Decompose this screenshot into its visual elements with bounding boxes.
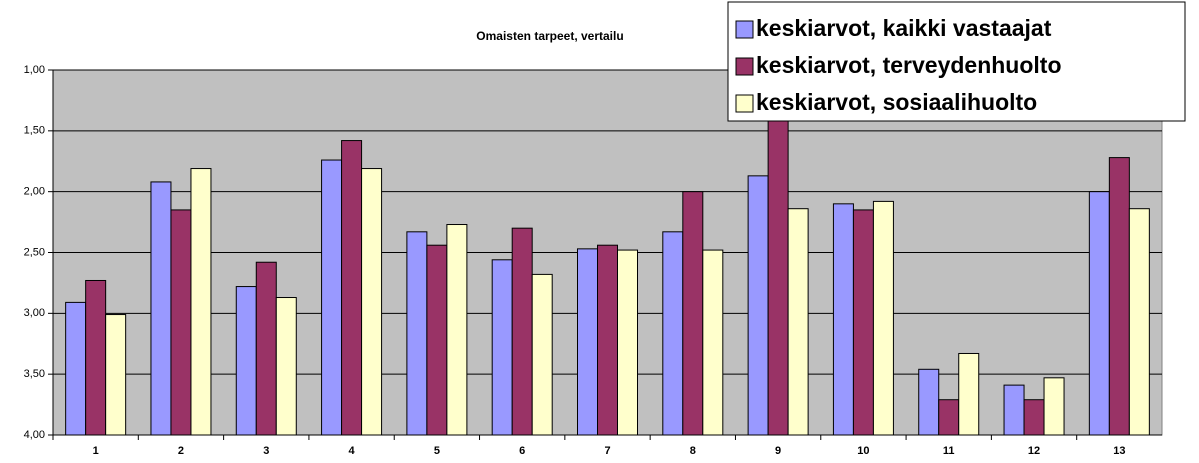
x-tick-label: 10	[857, 445, 869, 457]
bar	[682, 191, 704, 436]
x-tick-label: 11	[943, 445, 955, 457]
bar	[702, 249, 724, 436]
bar	[511, 227, 533, 436]
legend-swatch	[735, 94, 754, 113]
bar	[1108, 157, 1130, 436]
x-tick-label: 9	[775, 445, 781, 457]
legend-label: keskiarvot, terveydenhuolto	[756, 52, 1062, 78]
bar	[255, 261, 277, 436]
bar	[190, 168, 212, 436]
y-tick-label: 1,50	[24, 125, 45, 137]
bar	[747, 175, 769, 436]
x-tick-label: 8	[690, 445, 696, 457]
bar	[958, 352, 980, 436]
bar	[1128, 208, 1150, 436]
y-tick-label: 2,50	[24, 246, 45, 258]
bar	[426, 244, 448, 436]
bar	[852, 209, 874, 436]
bar	[531, 273, 553, 436]
x-tick-label: 7	[604, 445, 610, 457]
y-tick-label: 2,00	[24, 186, 45, 198]
bar	[275, 297, 297, 436]
x-tick-label: 6	[519, 445, 525, 457]
bar	[1088, 191, 1110, 436]
y-tick-label: 3,50	[24, 368, 45, 380]
bar	[918, 368, 940, 436]
legend-swatch	[735, 20, 754, 39]
x-tick-label: 2	[178, 445, 184, 457]
bar	[406, 231, 428, 436]
bar	[105, 314, 127, 436]
x-tick-label: 1	[93, 445, 99, 457]
bar	[832, 203, 854, 436]
y-tick-label: 1,00	[24, 64, 45, 76]
bar	[65, 301, 87, 436]
bar	[341, 140, 363, 436]
bar	[446, 224, 468, 436]
y-tick-label: 3,00	[24, 307, 45, 319]
bar	[787, 208, 809, 436]
bar	[1023, 399, 1045, 436]
bar	[235, 286, 257, 436]
x-tick-label: 4	[349, 445, 356, 457]
bar	[1003, 384, 1025, 436]
y-tick-label: 4,00	[24, 429, 45, 441]
bar	[938, 399, 960, 436]
x-tick-label: 5	[434, 445, 440, 457]
bar	[577, 248, 598, 436]
bar	[491, 259, 513, 436]
chart-title: Omaisten tarpeet, vertailu	[476, 29, 623, 43]
bar	[767, 112, 789, 436]
bar	[597, 244, 618, 436]
legend-swatch	[735, 57, 754, 76]
bar	[150, 181, 172, 436]
x-tick-label: 12	[1028, 445, 1040, 457]
bar	[321, 159, 343, 436]
bar	[617, 249, 638, 436]
bar	[361, 168, 383, 436]
legend-label: keskiarvot, sosiaalihuolto	[756, 89, 1037, 115]
legend-box	[727, 1, 1186, 122]
legend-label: keskiarvot, kaikki vastaajat	[756, 15, 1052, 41]
x-tick-label: 13	[1113, 445, 1125, 457]
x-tick-label: 3	[263, 445, 269, 457]
bar	[170, 209, 192, 436]
bar	[1043, 377, 1065, 436]
bar	[85, 279, 107, 436]
bar	[662, 231, 684, 436]
bar	[872, 200, 894, 436]
